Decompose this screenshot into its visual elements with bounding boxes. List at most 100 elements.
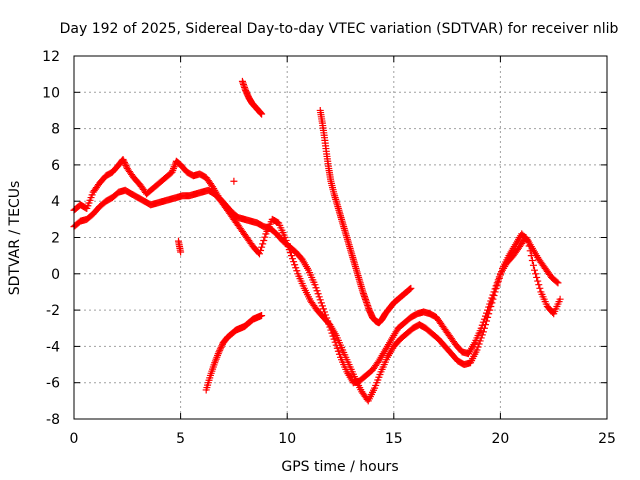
data-point — [479, 328, 487, 336]
data-point — [316, 296, 324, 304]
data-point — [535, 281, 543, 289]
data-point — [483, 317, 491, 325]
x-tick-label: 10 — [278, 431, 296, 447]
data-point — [321, 308, 329, 316]
data-point — [523, 236, 531, 244]
data-point — [554, 279, 562, 287]
data-point — [486, 306, 494, 314]
data-point — [334, 347, 342, 355]
data-point — [258, 110, 266, 118]
data-point — [474, 343, 482, 351]
data-point — [255, 250, 263, 258]
data-point — [335, 350, 343, 358]
data-point — [534, 277, 542, 285]
data-point — [260, 237, 268, 245]
data-point — [407, 284, 415, 292]
y-tick-label: 8 — [51, 122, 60, 138]
data-point — [491, 288, 499, 296]
data-point — [289, 255, 297, 263]
data-point — [120, 157, 128, 165]
y-tick-label: 10 — [42, 85, 60, 101]
data-point — [526, 247, 534, 255]
data-point — [333, 344, 341, 352]
data-point — [475, 340, 483, 348]
data-point — [230, 177, 238, 185]
data-point — [292, 264, 300, 272]
series-isolated-segments — [174, 77, 415, 394]
data-point — [527, 252, 535, 260]
data-point — [485, 310, 493, 318]
data-point — [330, 335, 338, 343]
data-point — [122, 162, 130, 170]
data-point — [119, 155, 127, 163]
data-point — [487, 302, 495, 310]
y-tick-label: 2 — [51, 231, 60, 247]
data-point — [314, 290, 322, 298]
data-point — [319, 305, 327, 313]
y-tick-label: -6 — [46, 376, 60, 392]
data-point — [556, 295, 564, 303]
data-point — [476, 337, 484, 345]
y-tick-label: 4 — [51, 194, 60, 210]
data-point — [290, 258, 298, 266]
data-point — [484, 313, 492, 321]
y-tick-label: 6 — [51, 158, 60, 174]
y-axis-label: SDTVAR / TECUs — [7, 181, 23, 296]
data-point — [531, 266, 539, 274]
data-point — [261, 233, 269, 241]
data-point — [215, 348, 223, 356]
series-upper-trace — [70, 155, 562, 387]
data-point — [259, 240, 267, 248]
data-point — [536, 284, 544, 292]
chart-title: Day 192 of 2025, Sidereal Day-to-day VTE… — [60, 21, 619, 37]
x-tick-label: 15 — [385, 431, 403, 447]
data-point — [177, 248, 185, 256]
data-point — [489, 295, 497, 303]
data-point — [313, 287, 321, 295]
plot-frame — [73, 55, 608, 420]
data-point — [488, 299, 496, 307]
data-point — [473, 346, 481, 354]
data-point — [528, 256, 536, 264]
data-point — [218, 342, 226, 350]
y-tick-label: 0 — [51, 267, 60, 283]
data-point — [311, 281, 319, 289]
data-point — [492, 284, 500, 292]
data-point — [285, 246, 293, 254]
data-point — [120, 158, 128, 166]
data-point — [258, 243, 266, 251]
data-point — [490, 292, 498, 300]
data-point — [481, 321, 489, 329]
data-point — [533, 273, 541, 281]
data-point — [312, 284, 320, 292]
data-point — [216, 345, 224, 353]
series-lower-trace — [70, 186, 564, 405]
data-point — [258, 312, 266, 320]
data-point — [553, 278, 561, 286]
data-point — [497, 268, 505, 276]
data-point — [494, 278, 502, 286]
data-point — [315, 293, 323, 301]
data-points — [70, 77, 564, 405]
data-point — [286, 249, 294, 257]
data-point — [529, 261, 537, 269]
data-point — [478, 331, 486, 339]
x-tick-label: 0 — [70, 431, 79, 447]
data-point — [281, 234, 289, 241]
data-point — [121, 160, 129, 168]
data-point — [480, 324, 488, 332]
x-tick-label: 20 — [491, 431, 509, 447]
data-point — [406, 285, 414, 293]
data-point — [282, 237, 290, 245]
data-point — [496, 271, 504, 279]
x-tick-label: 25 — [598, 431, 616, 447]
data-point — [293, 267, 301, 275]
data-point — [284, 243, 292, 251]
data-point — [524, 237, 532, 245]
data-point — [318, 302, 326, 310]
data-point — [287, 252, 295, 260]
y-tick-label: -8 — [46, 412, 60, 428]
x-tick-label: 5 — [176, 431, 185, 447]
data-point — [317, 299, 325, 307]
